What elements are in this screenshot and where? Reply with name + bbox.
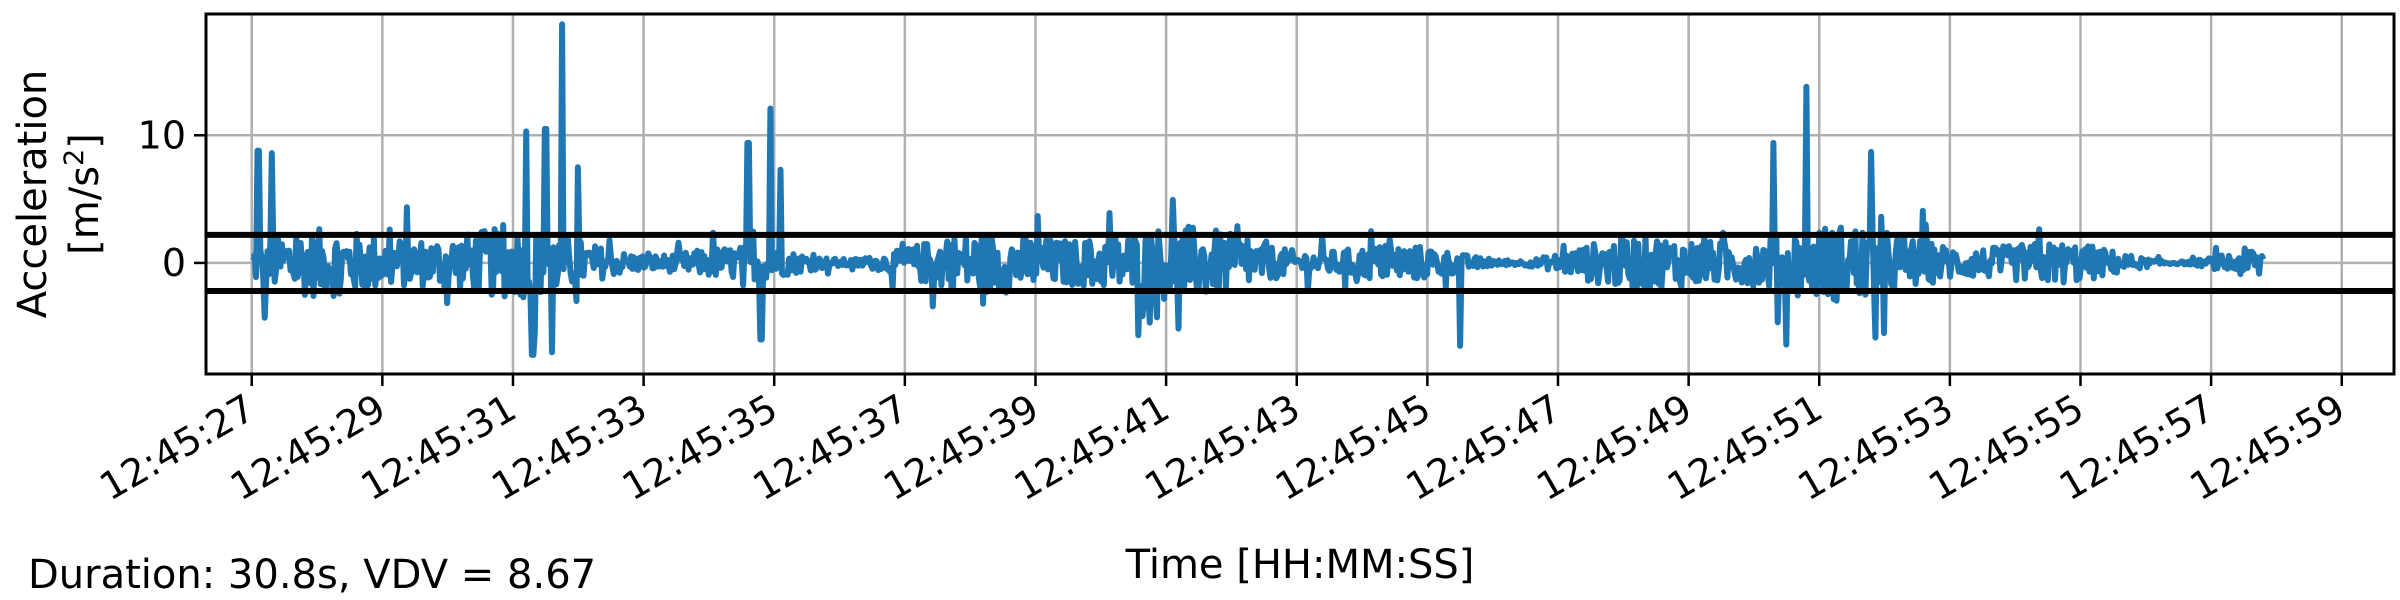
y-axis-label-line1: Acceleration	[10, 70, 56, 319]
y-axis: 0 10	[138, 113, 206, 285]
x-axis: 12:45:2712:45:2912:45:3112:45:3312:45:35…	[92, 374, 2352, 509]
plot-frame	[204, 12, 2396, 376]
acceleration-series-line	[250, 21, 2267, 358]
y-tick-label: 0	[162, 241, 186, 285]
y-tick-label: 10	[138, 113, 186, 157]
duration-vdv-summary: Duration: 30.8s, VDV = 8.67	[28, 552, 597, 598]
y-axis-label-line2: [m/s2]	[59, 133, 109, 255]
x-axis-label: Time [HH:MM:SS]	[1125, 542, 1475, 588]
